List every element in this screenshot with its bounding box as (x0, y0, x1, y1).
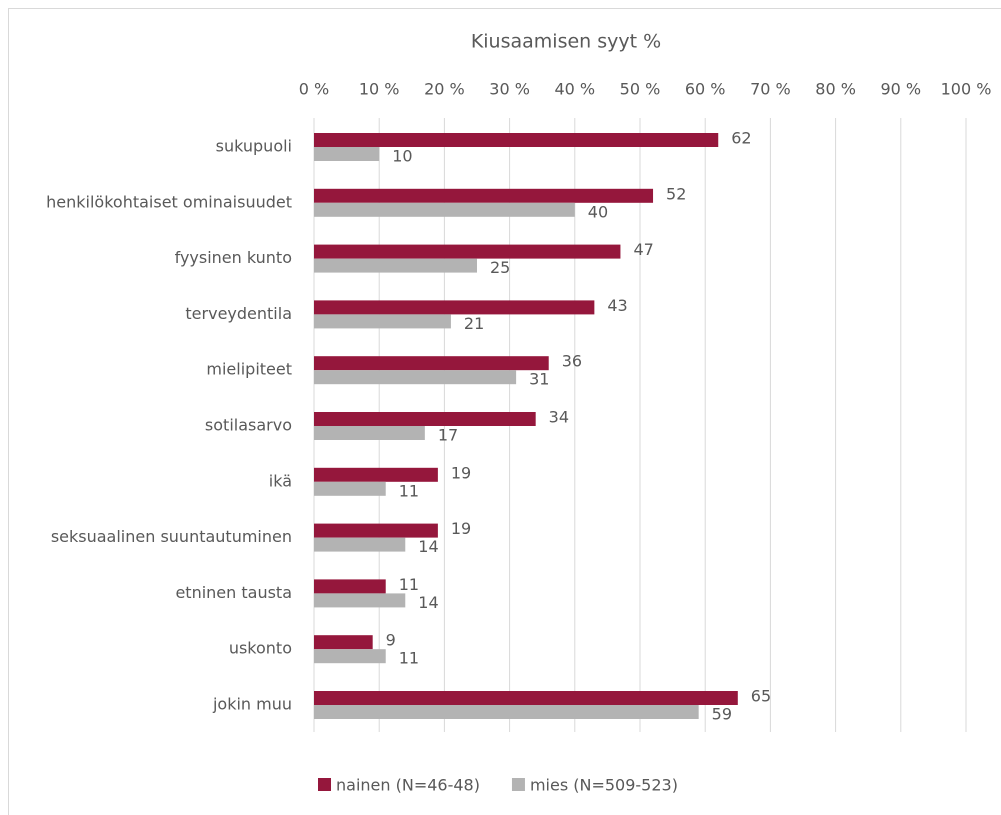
x-tick-label: 50 % (620, 80, 661, 99)
chart-title: Kiusaamisen syyt % (471, 31, 661, 53)
value-label: 52 (666, 184, 686, 203)
bar (314, 593, 406, 608)
y-tick-label: ikä (269, 471, 292, 490)
legend-label: mies (N=509-523) (530, 776, 678, 795)
legend-swatch (511, 778, 525, 791)
bar (314, 314, 451, 329)
bar (314, 467, 438, 482)
bar (314, 370, 517, 385)
value-label: 9 (386, 631, 396, 650)
bar (314, 300, 595, 315)
value-label: 25 (490, 258, 510, 277)
value-label: 14 (418, 593, 438, 612)
value-label: 11 (399, 649, 419, 668)
bar (314, 244, 621, 259)
y-tick-label: henkilökohtaiset ominaisuudet (46, 192, 292, 211)
bar (314, 579, 386, 594)
value-label: 31 (529, 370, 549, 389)
bar (314, 635, 373, 650)
value-label: 10 (392, 147, 412, 166)
value-label: 34 (549, 408, 569, 427)
value-label: 11 (399, 575, 419, 594)
x-tick-label: 30 % (489, 80, 530, 99)
value-label: 62 (731, 129, 751, 148)
bar (314, 426, 425, 440)
bar (314, 202, 575, 217)
bar (314, 481, 386, 496)
value-label: 36 (562, 352, 582, 371)
bar (314, 356, 549, 371)
legend-swatch (318, 778, 331, 791)
y-tick-label: fyysinen kunto (175, 248, 292, 267)
legend-label: nainen (N=46-48) (336, 776, 480, 795)
y-tick-label: terveydentila (185, 304, 292, 323)
bar (314, 133, 719, 147)
x-tick-label: 40 % (554, 80, 595, 99)
y-tick-label: seksuaalinen suuntautuminen (51, 527, 292, 546)
bar (314, 412, 536, 426)
y-tick-label: mielipiteet (206, 360, 292, 379)
bar (314, 691, 738, 705)
x-tick-label: 80 % (815, 80, 856, 99)
bar (314, 147, 380, 161)
x-tick-label: 20 % (424, 80, 465, 99)
y-tick-label: jokin muu (212, 695, 292, 714)
value-label: 19 (451, 519, 471, 538)
bar (314, 258, 477, 273)
bar (314, 523, 438, 538)
bar (314, 537, 406, 552)
y-tick-label: etninen tausta (175, 583, 292, 602)
x-tick-label: 90 % (880, 80, 921, 99)
x-tick-label: 70 % (750, 80, 791, 99)
bar (314, 188, 654, 203)
x-tick-label: 0 % (299, 80, 329, 99)
bar (314, 649, 386, 664)
value-label: 14 (418, 537, 438, 556)
value-label: 17 (438, 426, 458, 445)
value-label: 59 (712, 705, 732, 724)
bar (314, 705, 699, 719)
value-label: 43 (607, 296, 627, 315)
value-label: 11 (399, 481, 419, 500)
value-label: 47 (633, 240, 653, 259)
y-tick-label: sotilasarvo (205, 416, 292, 435)
value-label: 19 (451, 463, 471, 482)
value-label: 21 (464, 314, 484, 333)
y-tick-label: sukupuoli (216, 137, 292, 156)
x-tick-label: 100 % (941, 80, 992, 99)
x-tick-label: 60 % (685, 80, 726, 99)
value-label: 65 (751, 687, 771, 706)
y-tick-label: uskonto (229, 639, 292, 658)
x-tick-label: 10 % (359, 80, 400, 99)
value-label: 40 (588, 202, 608, 221)
